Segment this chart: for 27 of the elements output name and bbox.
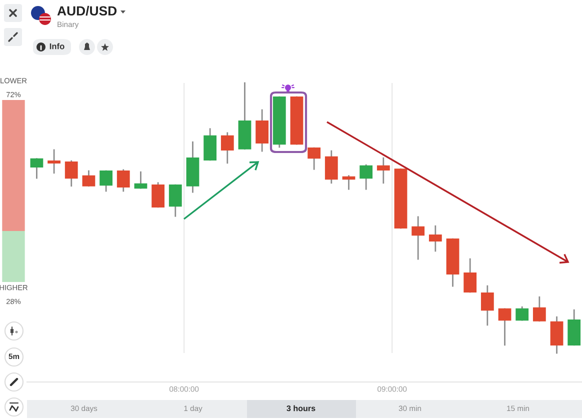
candlestick: [168, 184, 182, 217]
candlestick: [82, 170, 96, 187]
text: Info: [50, 43, 64, 50]
candlestick: [220, 132, 234, 164]
text: 3 hours: [286, 405, 316, 412]
candlestick: [516, 306, 529, 321]
chart-title: AUD/USD: [57, 6, 117, 16]
candlestick: [464, 258, 477, 293]
candlestick: [428, 225, 442, 252]
candlestick: [30, 158, 44, 179]
candlestick: [308, 147, 321, 170]
candlestick: [342, 175, 356, 190]
candlestick: [412, 216, 425, 260]
candlestick: [64, 160, 78, 187]
candlestick: [498, 308, 512, 346]
candlestick: [116, 169, 130, 192]
candlestick: [532, 296, 546, 322]
candlestick: [480, 285, 494, 326]
candlestick: [152, 182, 164, 208]
candlestick: [256, 109, 269, 152]
candlestick: [134, 171, 148, 189]
candlestick: [376, 157, 390, 184]
candlestick: [550, 316, 564, 354]
candlestick: [360, 164, 373, 190]
candlestick: [324, 150, 338, 184]
candlestick: [48, 149, 60, 174]
candlestick: [100, 170, 112, 192]
